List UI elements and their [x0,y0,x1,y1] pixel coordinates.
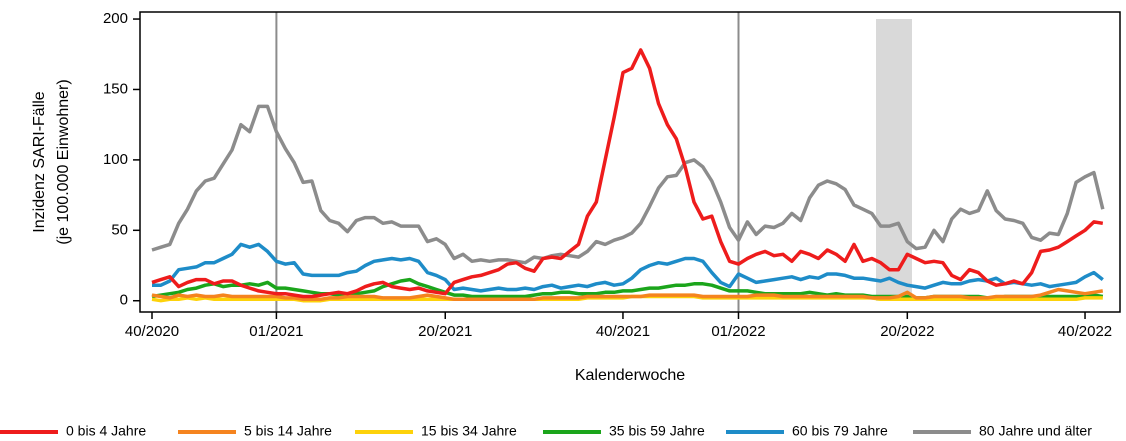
series-line [151,104,1105,265]
legend-label: 80 Jahre und älter [979,423,1092,439]
plot-frame [139,11,1121,313]
x-tick-label: 40/2021 [596,323,650,340]
x-tick-label: 40/2020 [125,323,179,340]
y-axis-label: Inzidenz SARI-Fälle [31,91,48,232]
legend-label: 60 bis 79 Jahre [792,423,888,439]
x-tick-label: 20/2021 [418,323,472,340]
x-axis-label: Kalenderwoche [575,367,685,384]
legend-label: 35 bis 59 Jahre [609,423,705,439]
plot-lines [151,48,1105,303]
legend-label: 15 bis 34 Jahre [421,423,517,439]
y-tick-label: 0 [120,292,128,309]
x-tick-label: 40/2022 [1058,323,1112,340]
legend-label: 0 bis 4 Jahre [66,423,146,439]
y-tick-label: 150 [103,80,128,97]
series-line [151,48,1104,299]
x-tick-label: 01/2022 [711,323,765,340]
y-tick-label: 200 [103,10,128,27]
series-line [152,242,1104,293]
legend-label: 5 bis 14 Jahre [244,423,332,439]
y-tick-label: 100 [103,151,128,168]
x-tick-label: 01/2021 [249,323,303,340]
x-tick-label: 20/2022 [880,323,934,340]
series-line [151,287,1104,302]
y-tick-label: 50 [111,221,128,238]
y-axis-label: (je 100.000 Einwohner) [55,79,72,244]
